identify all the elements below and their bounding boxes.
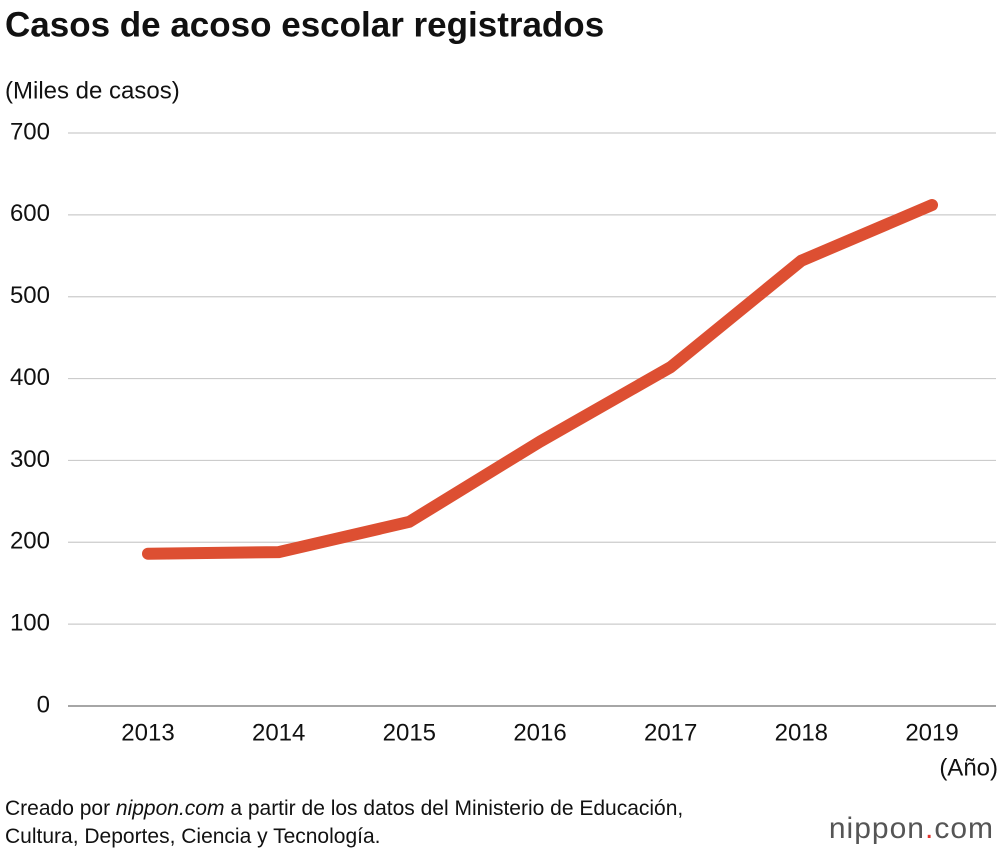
logo-text: nippon [828, 812, 925, 845]
y-tick-label: 400 [10, 364, 50, 391]
y-tick-label: 200 [10, 528, 50, 555]
logo: nippon.com [829, 812, 994, 846]
logo-dot: . [924, 812, 935, 845]
x-tick-label: 2019 [905, 719, 958, 746]
x-tick-label: 2018 [775, 719, 828, 746]
x-tick-label: 2017 [644, 719, 697, 746]
y-tick-label: 600 [10, 200, 50, 227]
y-axis-label: (Miles de casos) [5, 77, 180, 104]
source-site: nippon.com [115, 797, 225, 820]
y-tick-label: 700 [10, 118, 50, 145]
x-tick-label: 2013 [121, 719, 174, 746]
chart-title: Casos de acoso escolar registrados [5, 5, 604, 44]
y-tick-label: 500 [10, 282, 50, 309]
chart: Casos de acoso escolar registrados (Mile… [5, 5, 998, 781]
logo-text: com [934, 812, 994, 845]
source-text: a partir de los datos del Ministerio de … [5, 797, 684, 848]
x-tick-label: 2014 [252, 719, 305, 746]
source-text: Creado por [5, 797, 116, 820]
data-line [142, 199, 939, 560]
y-tick-label: 100 [10, 609, 50, 636]
x-tick-label: 2015 [383, 719, 436, 746]
x-tick-label: 2016 [513, 719, 566, 746]
source-note: Creado por nippon.com a partir de los da… [5, 795, 705, 851]
y-tick-label: 300 [10, 446, 50, 473]
x-axis-label: (Año) [939, 754, 998, 781]
y-tick-label: 0 [37, 691, 50, 718]
